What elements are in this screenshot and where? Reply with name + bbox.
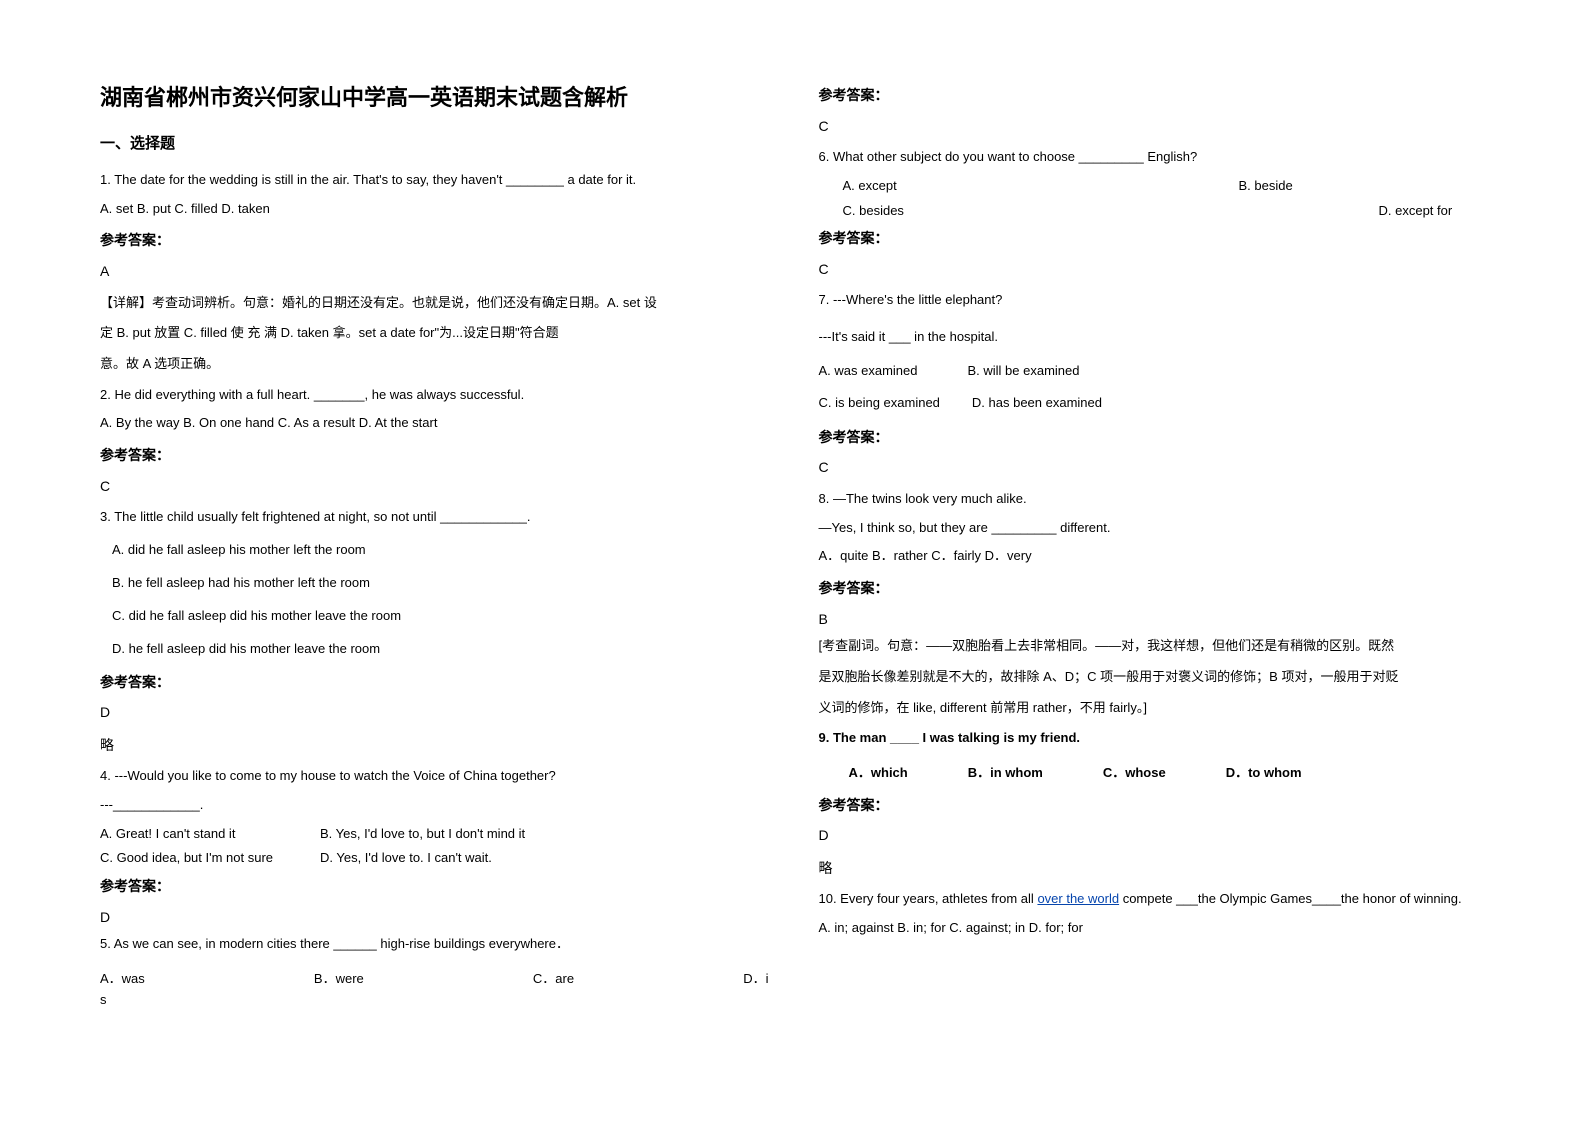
q5-text: 5. As we can see, in modern cities there… xyxy=(100,932,769,957)
q4-opt-c: C. Good idea, but I'm not sure xyxy=(100,846,320,871)
q9-answer-label: 参考答案： xyxy=(819,792,1488,819)
q8-exp1: [考查副词。句意：——双胞胎看上去非常相同。——对，我这样想，但他们还是有稍微的… xyxy=(819,634,1488,659)
q4-opt-d: D. Yes, I'd love to. I can't wait. xyxy=(320,846,492,871)
q6-opt-c: C. besides xyxy=(819,199,1379,224)
q7-answer: C xyxy=(819,454,1488,481)
q6-row2: C. besides D. except for xyxy=(819,199,1488,224)
q9-opt-a: A．which xyxy=(849,761,908,786)
q8-answer-label: 参考答案： xyxy=(819,575,1488,602)
q7-opt-a: A. was examined xyxy=(819,358,918,384)
q4-answer: D xyxy=(100,904,769,931)
q9-answer: D xyxy=(819,822,1488,849)
q6-row1: A. except B. beside xyxy=(819,174,1488,199)
q4-dash: ---____________. xyxy=(100,793,769,818)
q1-answer: A xyxy=(100,258,769,285)
q6-opt-a: A. except xyxy=(819,174,1239,199)
q7-row2: C. is being examined D. has been examine… xyxy=(819,390,1488,416)
q7-text1: 7. ---Where's the little elephant? xyxy=(819,288,1488,313)
q3-opt-b: B. he fell asleep had his mother left th… xyxy=(100,567,769,598)
right-column: 参考答案： C 6. What other subject do you wan… xyxy=(819,80,1488,1082)
page-title: 湖南省郴州市资兴何家山中学高一英语期末试题含解析 xyxy=(100,80,769,112)
q2-answer-label: 参考答案： xyxy=(100,442,769,469)
q8-text1: 8. —The twins look very much alike. xyxy=(819,487,1488,512)
q6-answer: C xyxy=(819,256,1488,283)
q10-opts: A. in; against B. in; for C. against; in… xyxy=(819,916,1488,941)
q8-opts: A．quite B．rather C．fairly D．very xyxy=(819,544,1488,569)
q3-answer: D xyxy=(100,699,769,726)
q4-opt-a: A. Great! I can't stand it xyxy=(100,822,320,847)
q7-opt-d: D. has been examined xyxy=(972,390,1102,416)
q10-text: 10. Every four years, athletes from all … xyxy=(819,887,1488,912)
q9-opt-b: B．in whom xyxy=(968,761,1043,786)
q6-answer-label: 参考答案： xyxy=(819,225,1488,252)
q5-answer-label: 参考答案： xyxy=(819,82,1488,109)
q10-link[interactable]: over the world xyxy=(1037,891,1119,906)
q5-opt-c: C．are xyxy=(533,967,574,992)
q9-opts-row: A．which B．in whom C．whose D．to whom xyxy=(819,761,1488,786)
q5-opt-d: D．i xyxy=(743,967,768,992)
q6-opt-b: B. beside xyxy=(1239,174,1293,199)
q4-text: 4. ---Would you like to come to my house… xyxy=(100,764,769,789)
q9-brief: 略 xyxy=(819,855,1488,882)
q1-answer-label: 参考答案： xyxy=(100,227,769,254)
q8-exp2: 是双胞胎长像差别就是不大的，故排除 A、D；C 项一般用于对褒义词的修饰；B 项… xyxy=(819,665,1488,690)
q1-text: 1. The date for the wedding is still in … xyxy=(100,168,769,193)
q7-row1: A. was examined B. will be examined xyxy=(819,358,1488,384)
q5-answer: C xyxy=(819,113,1488,140)
q5-opt-b: B．were xyxy=(314,967,364,992)
q5-s: s xyxy=(100,992,769,1007)
q1-exp3: 意。故 A 选项正确。 xyxy=(100,352,769,377)
q3-text: 3. The little child usually felt frighte… xyxy=(100,505,769,530)
q1-exp1: 【详解】考查动词辨析。句意：婚礼的日期还没有定。也就是说，他们还没有确定日期。A… xyxy=(100,291,769,316)
q5-opts-row: A．was B．were C．are D．i xyxy=(100,967,769,992)
q7-answer-label: 参考答案： xyxy=(819,424,1488,451)
q10-pre: 10. Every four years, athletes from all xyxy=(819,891,1038,906)
q6-opt-d: D. except for xyxy=(1379,199,1453,224)
q8-text2: —Yes, I think so, but they are _________… xyxy=(819,516,1488,541)
q3-brief: 略 xyxy=(100,732,769,759)
q8-answer: B xyxy=(819,606,1488,633)
q3-answer-label: 参考答案： xyxy=(100,669,769,696)
q5-opt-a: A．was xyxy=(100,967,145,992)
q4-answer-label: 参考答案： xyxy=(100,873,769,900)
q4-row2: C. Good idea, but I'm not sure D. Yes, I… xyxy=(100,846,769,871)
q7-text2: ---It's said it ___ in the hospital. xyxy=(819,325,1488,350)
q2-text: 2. He did everything with a full heart. … xyxy=(100,383,769,408)
q2-options: A. By the way B. On one hand C. As a res… xyxy=(100,411,769,436)
section-header: 一、选择题 xyxy=(100,132,769,153)
q9-opt-d: D．to whom xyxy=(1226,761,1302,786)
q1-options: A. set B. put C. filled D. taken xyxy=(100,197,769,222)
q7-opt-b: B. will be examined xyxy=(968,358,1080,384)
q1-exp2: 定 B. put 放置 C. filled 使 充 满 D. taken 拿。s… xyxy=(100,321,769,346)
q4-opt-b: B. Yes, I'd love to, but I don't mind it xyxy=(320,822,525,847)
left-column: 湖南省郴州市资兴何家山中学高一英语期末试题含解析 一、选择题 1. The da… xyxy=(100,80,769,1082)
q3-opt-c: C. did he fall asleep did his mother lea… xyxy=(100,600,769,631)
q3-opt-d: D. he fell asleep did his mother leave t… xyxy=(100,633,769,664)
q8-exp3: 义词的修饰，在 like, different 前常用 rather，不用 fa… xyxy=(819,696,1488,721)
q2-answer: C xyxy=(100,473,769,500)
q9-opt-c: C．whose xyxy=(1103,761,1166,786)
q10-post: compete ___the Olympic Games____the hono… xyxy=(1119,891,1462,906)
q9-text: 9. The man ____ I was talking is my frie… xyxy=(819,726,1488,751)
q3-opt-a: A. did he fall asleep his mother left th… xyxy=(100,534,769,565)
q4-row1: A. Great! I can't stand it B. Yes, I'd l… xyxy=(100,822,769,847)
q6-text: 6. What other subject do you want to cho… xyxy=(819,145,1488,170)
q7-opt-c: C. is being examined xyxy=(819,390,940,416)
